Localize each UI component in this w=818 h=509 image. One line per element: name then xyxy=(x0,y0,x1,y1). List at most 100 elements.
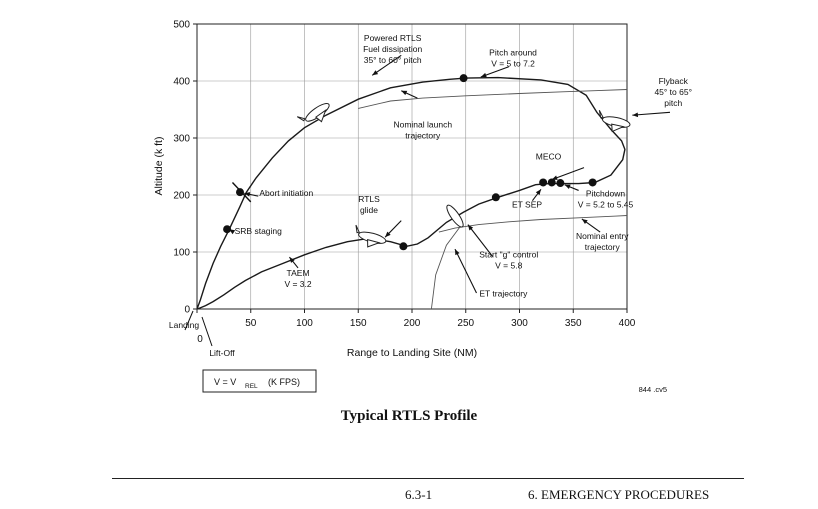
x-tick-label: 350 xyxy=(565,318,582,329)
annotation-label: Pitch around xyxy=(489,47,537,57)
orbiter-wing xyxy=(611,123,626,133)
x-tick-label: 200 xyxy=(404,318,421,329)
annotation-label: Nominal launch xyxy=(393,120,452,130)
annotation-label: SRB staging xyxy=(235,226,283,236)
leader-arrowhead xyxy=(401,90,408,96)
x-tick-label: 150 xyxy=(350,318,367,329)
leader-arrowhead xyxy=(385,231,391,238)
section-title: 6. EMERGENCY PROCEDURES xyxy=(528,487,710,502)
leader-arrowhead xyxy=(480,72,487,78)
trajectory-point xyxy=(556,179,565,188)
leader-line xyxy=(454,248,477,294)
annotation-label: ET SEP xyxy=(512,200,542,210)
trajectory-point xyxy=(223,225,232,234)
file-reference-label: 844 .cv5 xyxy=(639,385,667,394)
annotation-label: TAEM xyxy=(287,268,310,278)
annotation-label: V = 5.8 xyxy=(495,261,522,271)
y-tick-label: 0 xyxy=(184,305,190,316)
orbiter-flyback-icon xyxy=(598,110,631,133)
annotation-label: 35° to 60° pitch xyxy=(364,55,422,65)
external-tank-icon xyxy=(446,204,464,228)
annotation-label: trajectory xyxy=(585,242,621,252)
leader-line xyxy=(201,316,213,347)
y-tick-label: 100 xyxy=(173,248,190,259)
x-tick-label: 50 xyxy=(245,318,257,329)
velocity-legend-text: V = V xyxy=(214,377,236,387)
annotation-label: Abort initiation xyxy=(259,188,313,198)
rtls-trajectory-line xyxy=(196,76,626,310)
y-tick-label: 500 xyxy=(173,20,190,31)
annotation-label: glide xyxy=(360,205,378,215)
leader-arrowhead xyxy=(229,229,236,235)
annotation-label: Nominal entry xyxy=(576,231,629,241)
annotation-label: ET trajectory xyxy=(479,288,528,298)
orbiter-glide-icon xyxy=(355,224,387,248)
orbiter-tail xyxy=(598,110,604,119)
leader-arrowhead xyxy=(564,184,571,189)
trajectory-point xyxy=(236,188,244,197)
y-tick-label: 400 xyxy=(173,77,190,88)
orbiter-tail xyxy=(296,116,306,122)
velocity-legend-subscript: REL xyxy=(245,383,258,390)
abort-tick-mark xyxy=(231,181,252,203)
reference-trajectory-line xyxy=(438,215,628,233)
trajectory-point xyxy=(547,178,556,187)
leader-arrowhead xyxy=(289,257,295,263)
annotation-label: Start "g" control xyxy=(479,250,538,260)
y-tick-label: 300 xyxy=(173,134,190,145)
velocity-legend-units: (K FPS) xyxy=(268,377,300,387)
annotation-label: Pitchdown xyxy=(586,189,625,199)
annotation-label: pitch xyxy=(664,98,682,108)
annotation-label: trajectory xyxy=(405,131,441,141)
trajectory-point xyxy=(459,74,468,83)
annotation-label: Powered RTLS xyxy=(364,33,422,43)
leader-line xyxy=(184,310,194,331)
orbiter-tail xyxy=(355,224,360,234)
reference-trajectory-line xyxy=(430,223,463,310)
leader-line xyxy=(467,224,494,257)
annotation-label: Flyback xyxy=(659,76,689,86)
annotation-label: V = 5 to 7.2 xyxy=(491,58,535,68)
annotation-label: MECO xyxy=(536,152,562,162)
leader-arrowhead xyxy=(551,175,558,180)
rtls-profile-chart: 50 100 150 200 250 300 350 400 0 100 200 300 400 500 0… xyxy=(153,20,692,395)
landing-label: Landing xyxy=(169,320,200,330)
trajectory-point xyxy=(588,178,597,187)
annotation-label: Fuel dissipation xyxy=(363,44,422,54)
figure-caption: Typical RTLS Profile xyxy=(340,408,478,424)
page-number: 6.3-1 xyxy=(405,487,433,502)
leader-arrowhead xyxy=(244,192,251,197)
leader-line xyxy=(371,54,402,76)
trajectory-point xyxy=(539,178,548,187)
x-tick-label: 300 xyxy=(511,318,528,329)
x-tick-label: 250 xyxy=(457,318,474,329)
leader-line xyxy=(632,111,671,116)
annotation-label: RTLS xyxy=(358,194,380,204)
velocity-legend-box xyxy=(202,369,317,393)
leader-arrowhead xyxy=(632,112,639,118)
leader-arrowhead xyxy=(372,70,379,76)
external-tank-body xyxy=(446,204,464,228)
orbiter-ascent-icon xyxy=(296,103,330,123)
leader-arrowhead xyxy=(581,218,588,225)
x-tick-label: 0 xyxy=(197,334,203,345)
x-tick-label: 100 xyxy=(296,318,313,329)
leader-line xyxy=(551,167,585,181)
leader-arrowhead xyxy=(455,249,460,256)
footer-rule xyxy=(112,478,744,479)
liftoff-label: Lift-Off xyxy=(209,348,235,358)
orbiter-wing xyxy=(367,238,381,248)
leader-arrowhead xyxy=(467,224,474,231)
annotation-label: V = 3.2 xyxy=(284,279,311,289)
annotation-label: 45° to 65° xyxy=(654,87,692,97)
trajectory-point xyxy=(399,242,408,251)
leader-arrowhead xyxy=(535,189,541,196)
annotation-label: V = 5.2 to 5.45 xyxy=(578,200,634,210)
y-tick-label: 200 xyxy=(173,191,190,202)
x-axis-label: Range to Landing Site (NM) xyxy=(347,347,477,359)
trajectory-point xyxy=(491,193,500,202)
y-axis-label: Altitude (k ft) xyxy=(153,137,165,196)
x-tick-label: 400 xyxy=(619,318,636,329)
reference-trajectory-line xyxy=(358,89,628,109)
orbiter-wing xyxy=(315,108,327,123)
